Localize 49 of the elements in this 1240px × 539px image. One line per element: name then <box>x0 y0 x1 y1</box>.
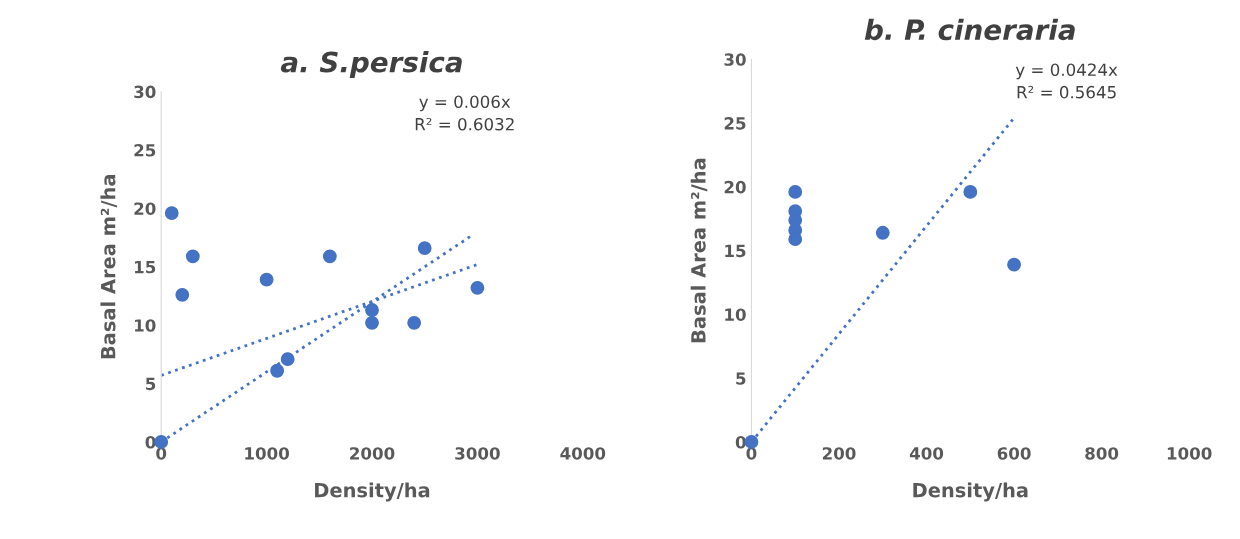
y-tick-label: 20 <box>134 202 156 215</box>
x-tick-label: 3000 <box>455 447 500 460</box>
y-tick-label: 10 <box>725 308 746 321</box>
point <box>470 280 485 295</box>
y-tick-label: 15 <box>135 260 156 274</box>
point <box>164 206 179 220</box>
y-axis-title: Basal Area m²/ha <box>100 175 118 359</box>
y-tick-label: 25 <box>134 143 156 157</box>
y-tick-label: 5 <box>146 377 156 391</box>
point <box>1007 257 1021 272</box>
point <box>259 272 274 287</box>
x-tick-label: 600 <box>997 447 1031 460</box>
point <box>175 287 190 302</box>
x-tick-label: 1000 <box>1167 447 1212 460</box>
y-tick-label: 20 <box>724 180 746 194</box>
point <box>417 241 432 256</box>
chart-title: b. P. cineraria <box>864 18 1075 41</box>
point <box>322 249 337 264</box>
y-tick-label: 5 <box>736 372 746 385</box>
y-tick-label: 30 <box>724 53 746 66</box>
point <box>788 232 803 247</box>
point <box>185 249 200 264</box>
point <box>875 225 890 240</box>
x-tick-label: 1000 <box>245 447 289 460</box>
x-tick-label: 4000 <box>560 447 606 460</box>
x-tick-label: 200 <box>822 447 856 460</box>
point <box>365 315 379 330</box>
x-axis-title: Density/ha <box>913 482 1028 502</box>
x-tick-label: 400 <box>909 447 944 460</box>
y-tick-label: 0 <box>145 435 156 449</box>
point <box>963 185 978 199</box>
point <box>270 363 285 378</box>
point <box>365 303 379 317</box>
point <box>280 352 295 366</box>
y-axis-title: Basal Area m²/ha <box>690 158 708 343</box>
x-tick-label: 0 <box>156 447 167 460</box>
annotation: y = 0.006x R² = 0.6032 <box>415 95 514 131</box>
chart-title: a. S.persica <box>280 51 462 78</box>
y-tick-label: 15 <box>725 244 746 258</box>
y-tick-label: 10 <box>135 319 156 332</box>
point <box>788 185 803 199</box>
x-tick-label: 0 <box>746 447 757 460</box>
annotation: y = 0.0424x R² = 0.5645 <box>1015 63 1118 99</box>
x-axis-title: Density/ha <box>315 482 430 502</box>
x-tick-label: 2000 <box>350 447 395 460</box>
point <box>407 315 422 330</box>
y-tick-label: 25 <box>724 117 746 130</box>
y-tick-label: 30 <box>134 85 156 99</box>
x-tick-label: 800 <box>1085 447 1119 460</box>
